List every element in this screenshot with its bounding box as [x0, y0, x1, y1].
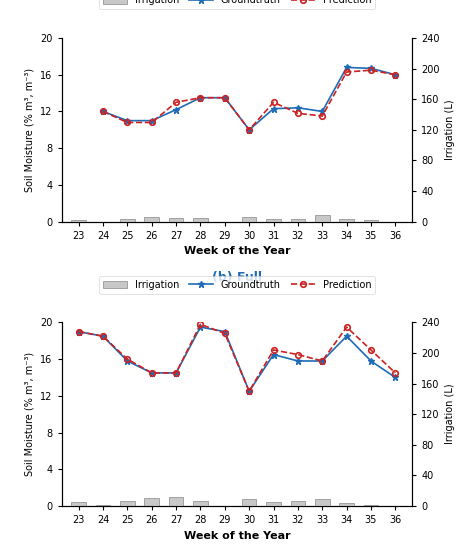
Bar [291, 219, 305, 221]
Bar [120, 501, 135, 506]
Prediction [198, 95, 203, 101]
Prediction [198, 321, 203, 327]
Prediction [295, 351, 301, 358]
Bar [120, 219, 135, 221]
Groundtruth [173, 369, 179, 376]
Prediction [222, 330, 228, 337]
Groundtruth [76, 329, 82, 335]
Groundtruth [222, 329, 228, 335]
Bar [242, 217, 256, 221]
Legend: Irrigation, Groundtruth, Prediction: Irrigation, Groundtruth, Prediction [99, 0, 375, 9]
Groundtruth [392, 71, 398, 78]
Bar [193, 218, 208, 221]
Groundtruth [368, 358, 374, 364]
Groundtruth [368, 65, 374, 72]
Prediction [392, 369, 398, 376]
Bar [72, 502, 86, 506]
Prediction [246, 388, 252, 394]
Y-axis label: Irrigation (L): Irrigation (L) [446, 384, 456, 444]
Prediction [173, 369, 179, 376]
Groundtruth [295, 358, 301, 364]
Prediction [392, 71, 398, 78]
Line: Groundtruth: Groundtruth [100, 64, 399, 133]
Groundtruth [100, 108, 106, 115]
Groundtruth [222, 95, 228, 101]
Prediction [222, 95, 228, 101]
Bar [364, 505, 378, 506]
Prediction [149, 119, 155, 126]
Prediction [125, 356, 130, 362]
Line: Groundtruth: Groundtruth [75, 324, 399, 395]
Groundtruth [149, 118, 155, 124]
X-axis label: Week of the Year: Week of the Year [184, 530, 290, 541]
Prediction [344, 69, 349, 75]
Groundtruth [344, 333, 349, 339]
Groundtruth [392, 374, 398, 381]
Groundtruth [246, 388, 252, 394]
Prediction [295, 110, 301, 116]
Bar [145, 498, 159, 506]
Bar [242, 499, 256, 506]
Title: (b) Full: (b) Full [212, 271, 262, 284]
Groundtruth [198, 95, 203, 101]
Bar [266, 502, 281, 506]
Bar [315, 215, 329, 221]
Bar [169, 218, 183, 221]
Groundtruth [246, 127, 252, 133]
Groundtruth [271, 351, 276, 358]
Groundtruth [125, 358, 130, 364]
Groundtruth [173, 107, 179, 113]
Bar [193, 501, 208, 506]
Legend: Irrigation, Groundtruth, Prediction: Irrigation, Groundtruth, Prediction [99, 276, 375, 294]
Groundtruth [125, 118, 130, 124]
Groundtruth [198, 324, 203, 330]
Groundtruth [319, 358, 325, 364]
Prediction [173, 99, 179, 106]
X-axis label: Week of the Year: Week of the Year [184, 246, 290, 256]
Bar [339, 219, 354, 221]
Prediction [271, 347, 276, 353]
Prediction [344, 324, 349, 330]
Line: Prediction: Prediction [100, 67, 398, 133]
Prediction [100, 108, 106, 115]
Y-axis label: Irrigation (L): Irrigation (L) [446, 100, 456, 160]
Groundtruth [149, 369, 155, 376]
Prediction [100, 333, 106, 339]
Groundtruth [100, 333, 106, 339]
Prediction [271, 99, 276, 106]
Bar [315, 499, 329, 506]
Bar [266, 219, 281, 221]
Prediction [125, 119, 130, 126]
Bar [145, 217, 159, 221]
Groundtruth [271, 106, 276, 112]
Y-axis label: Soil Moisture (% m³, m⁻³): Soil Moisture (% m³, m⁻³) [25, 68, 35, 192]
Prediction [76, 329, 82, 335]
Bar [291, 501, 305, 506]
Y-axis label: Soil Moisture (% m³, m⁻³): Soil Moisture (% m³, m⁻³) [25, 352, 35, 476]
Groundtruth [344, 64, 349, 71]
Prediction [319, 113, 325, 119]
Bar [169, 497, 183, 506]
Bar [364, 220, 378, 221]
Bar [96, 505, 110, 506]
Groundtruth [319, 108, 325, 115]
Prediction [149, 369, 155, 376]
Prediction [319, 358, 325, 364]
Groundtruth [295, 104, 301, 111]
Bar [72, 220, 86, 221]
Prediction [368, 67, 374, 73]
Prediction [246, 127, 252, 133]
Prediction [368, 347, 374, 353]
Bar [339, 503, 354, 506]
Line: Prediction: Prediction [76, 322, 398, 394]
